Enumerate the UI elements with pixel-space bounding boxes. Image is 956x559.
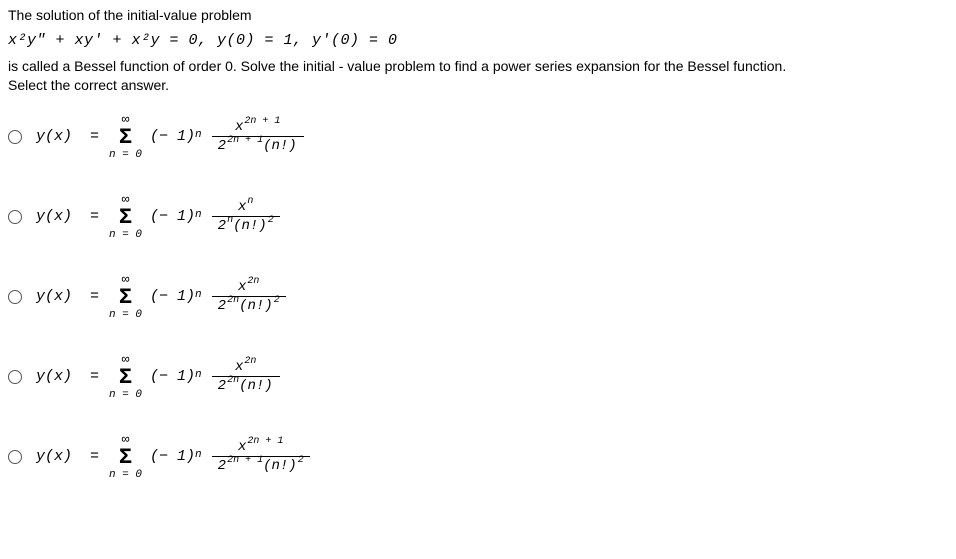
sigma-symbol: Σ	[119, 287, 132, 309]
denominator: 22n + 1(n!)2	[212, 457, 310, 475]
numerator: x2n + 1	[229, 118, 286, 136]
denominator: 22n + 1(n!)	[212, 137, 304, 155]
sigma-upper: ∞	[122, 353, 130, 366]
num-base: x	[235, 360, 243, 374]
sigma: ∞ Σ n = 0	[109, 433, 142, 481]
num-exp: 2n + 1	[247, 437, 283, 447]
fraction: x2n + 1 22n + 1(n!)	[212, 118, 304, 155]
sigma-symbol: Σ	[119, 447, 132, 469]
coeff-exp: n	[195, 449, 202, 461]
sigma-upper: ∞	[122, 113, 130, 126]
sigma-lower: n = 0	[109, 150, 142, 161]
numerator: x2n + 1	[232, 438, 289, 456]
sigma: ∞ Σ n = 0	[109, 113, 142, 161]
num-exp: 2n	[244, 357, 256, 367]
option-lhs: y(x) =	[36, 448, 99, 465]
coeff-exp: n	[195, 289, 202, 301]
coeff-term: (− 1)n	[150, 208, 202, 225]
num-base: x	[235, 120, 243, 134]
den-exp: 2n	[227, 376, 239, 386]
sigma-lower: n = 0	[109, 470, 142, 481]
num-exp: 2n	[247, 277, 259, 287]
num-exp: 2n + 1	[244, 117, 280, 127]
den-tail-exp: 2	[274, 296, 280, 306]
numerator: x2n	[232, 278, 265, 296]
option-row[interactable]: y(x) = ∞ Σ n = 0 (− 1)n x2n 22n(n!)	[8, 350, 948, 404]
num-base: x	[238, 280, 246, 294]
coeff-term: (− 1)n	[150, 448, 202, 465]
den-exp: 2n + 1	[227, 136, 263, 146]
den-exp: 2n	[227, 296, 239, 306]
sigma-lower: n = 0	[109, 310, 142, 321]
den-tail: (n!)	[239, 299, 273, 313]
num-base: x	[238, 440, 246, 454]
coeff-term: (− 1)n	[150, 368, 202, 385]
option-row[interactable]: y(x) = ∞ Σ n = 0 (− 1)n xn 2n(n!)2	[8, 190, 948, 244]
den-tail: (n!)	[239, 379, 273, 393]
den-base: 2	[218, 459, 226, 473]
radio-icon[interactable]	[8, 370, 22, 384]
fraction: x2n 22n(n!)2	[212, 278, 286, 315]
option-lhs: y(x) =	[36, 208, 99, 225]
den-tail: (n!)	[233, 219, 267, 233]
coeff-base: (− 1)	[150, 128, 195, 145]
sigma-symbol: Σ	[119, 127, 132, 149]
sigma-lower: n = 0	[109, 230, 142, 241]
den-base: 2	[218, 299, 226, 313]
option-lhs: y(x) =	[36, 368, 99, 385]
numerator: xn	[232, 198, 259, 216]
radio-icon[interactable]	[8, 130, 22, 144]
num-exp: n	[247, 197, 253, 207]
den-tail: (n!)	[263, 459, 297, 473]
sigma-symbol: Σ	[119, 367, 132, 389]
problem-line-3: Select the correct answer.	[8, 76, 948, 96]
sigma-upper: ∞	[122, 273, 130, 286]
den-tail: (n!)	[263, 139, 297, 153]
options-list: y(x) = ∞ Σ n = 0 (− 1)n x2n + 1 22n + 1(…	[8, 110, 948, 484]
coeff-term: (− 1)n	[150, 128, 202, 145]
coeff-base: (− 1)	[150, 288, 195, 305]
sigma-upper: ∞	[122, 433, 130, 446]
sigma-symbol: Σ	[119, 207, 132, 229]
num-base: x	[238, 200, 246, 214]
den-base: 2	[218, 139, 226, 153]
option-row[interactable]: y(x) = ∞ Σ n = 0 (− 1)n x2n + 1 22n + 1(…	[8, 430, 948, 484]
den-base: 2	[218, 379, 226, 393]
coeff-base: (− 1)	[150, 368, 195, 385]
fraction: x2n 22n(n!)	[212, 358, 280, 395]
coeff-base: (− 1)	[150, 208, 195, 225]
numerator: x2n	[229, 358, 262, 376]
radio-icon[interactable]	[8, 210, 22, 224]
sigma: ∞ Σ n = 0	[109, 353, 142, 401]
coeff-exp: n	[195, 129, 202, 141]
den-exp: n	[227, 216, 233, 226]
problem-line-1: The solution of the initial-value proble…	[8, 6, 948, 26]
den-base: 2	[218, 219, 226, 233]
fraction: x2n + 1 22n + 1(n!)2	[212, 438, 310, 475]
sigma: ∞ Σ n = 0	[109, 273, 142, 321]
option-row[interactable]: y(x) = ∞ Σ n = 0 (− 1)n x2n 22n(n!)2	[8, 270, 948, 324]
den-tail-exp: 2	[298, 456, 304, 466]
option-row[interactable]: y(x) = ∞ Σ n = 0 (− 1)n x2n + 1 22n + 1(…	[8, 110, 948, 164]
radio-icon[interactable]	[8, 450, 22, 464]
den-tail-exp: 2	[268, 216, 274, 226]
radio-icon[interactable]	[8, 290, 22, 304]
denominator: 22n(n!)2	[212, 297, 286, 315]
problem-equation: x²y″ + xy′ + x²y = 0, y(0) = 1, y′(0) = …	[8, 30, 948, 51]
sigma-upper: ∞	[122, 193, 130, 206]
problem-line-2: is called a Bessel function of order 0. …	[8, 57, 948, 77]
option-lhs: y(x) =	[36, 288, 99, 305]
sigma-lower: n = 0	[109, 390, 142, 401]
coeff-term: (− 1)n	[150, 288, 202, 305]
denominator: 22n(n!)	[212, 377, 280, 395]
coeff-exp: n	[195, 369, 202, 381]
sigma: ∞ Σ n = 0	[109, 193, 142, 241]
denominator: 2n(n!)2	[212, 217, 280, 235]
option-lhs: y(x) =	[36, 128, 99, 145]
coeff-exp: n	[195, 209, 202, 221]
fraction: xn 2n(n!)2	[212, 198, 280, 235]
den-exp: 2n + 1	[227, 456, 263, 466]
coeff-base: (− 1)	[150, 448, 195, 465]
